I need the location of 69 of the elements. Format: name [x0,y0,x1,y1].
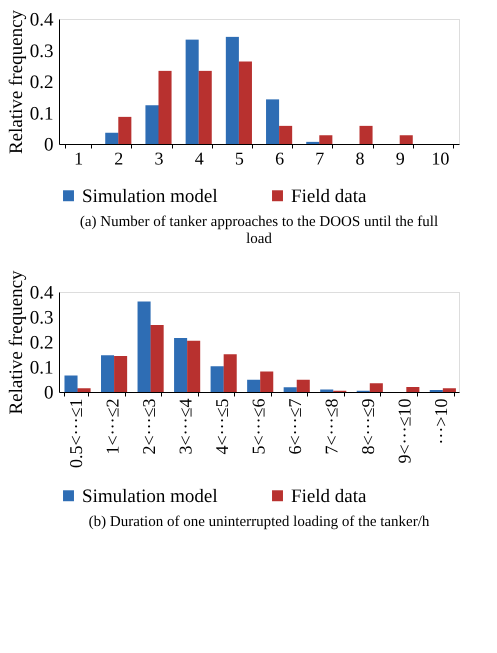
x-tick-label: 1 [74,148,84,168]
bar [186,40,199,144]
bar [400,135,413,144]
x-tick-label: 4<···≤5 [212,398,232,455]
bar [296,380,310,392]
legend-label: Field data [291,486,368,507]
y-tick-label: 0.1 [30,358,54,378]
bar [138,302,151,392]
bar [370,383,383,392]
legend-label: Simulation model [82,186,218,207]
bar [226,36,239,144]
x-tick-label: 2 [114,148,124,168]
x-tick-label: 10 [431,148,450,168]
bar [260,372,274,392]
x-tick-label: 7<···≤8 [322,398,342,455]
bar [406,387,420,392]
y-axis-title: Relative frequency [6,9,27,154]
bar [114,356,128,392]
bar [101,355,114,392]
bar [78,388,91,392]
y-tick-label: 0.4 [30,10,54,30]
bar [198,70,212,144]
bar [174,338,188,392]
y-tick-label: 0.3 [30,308,54,328]
x-tick-label: 2<···≤3 [138,398,159,455]
bar [105,132,118,144]
bar [360,126,373,144]
bar [442,388,456,392]
x-tick-label: 1<···≤2 [102,398,122,455]
y-tick-label: 0.2 [30,332,54,354]
x-tick-label: ···>10 [431,398,452,445]
x-tick-label: 4 [194,148,204,168]
legend-label: Field data [291,186,368,207]
x-tick-label: 9 [396,148,405,168]
y-tick-label: 0 [44,382,54,404]
x-tick-label: 7 [315,148,324,168]
x-tick-label: 3<···≤4 [175,398,196,455]
bar [284,387,297,392]
text: (a) Number of tanker approaches to the DOOS until the full load [80,214,438,247]
y-tick-label: 0 [44,134,54,156]
bar [150,325,164,392]
bar [118,116,132,144]
x-tick-label: 8<···≤9 [358,398,378,455]
bar [224,354,237,392]
x-tick-label: 0.5<···≤1 [66,398,86,468]
text: (b) Duration of one uninterrupted loading of the tanker/h [88,514,430,530]
bar [279,126,292,144]
y-tick-label: 0.4 [30,282,54,304]
x-tick-label: 5 [234,148,244,168]
y-tick-label: 0.3 [30,40,54,62]
bar [319,135,332,144]
x-tick-label: 6 [275,148,284,168]
bar [238,62,252,144]
bar [266,99,280,144]
bar [187,340,200,392]
y-tick-label: 0.2 [30,72,54,93]
bar [145,105,158,144]
bar [247,380,260,392]
bar [158,70,172,144]
bar [64,376,78,392]
x-tick-label: 9<···≤10 [394,398,415,464]
x-tick-label: 3 [154,148,164,168]
legend-label: Simulation model [82,486,218,507]
x-tick-label: 8 [356,148,365,168]
x-tick-label: 6<···≤7 [285,398,306,455]
y-axis-title: Relative frequency [6,270,27,415]
bar [210,366,224,392]
x-tick-label: 5<···≤6 [248,398,268,455]
y-tick-label: 0.1 [30,103,54,124]
